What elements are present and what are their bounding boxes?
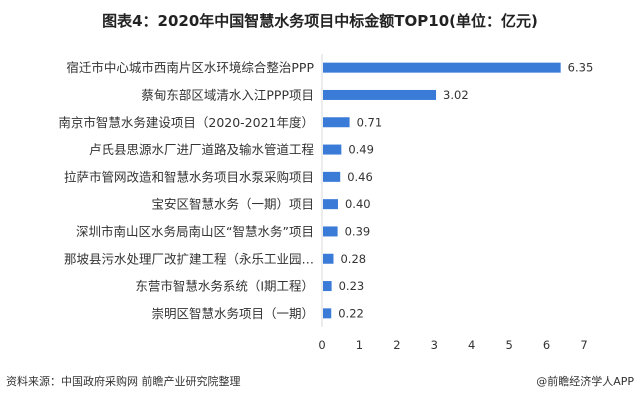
value-label: 6.35 <box>568 61 594 75</box>
value-label: 0.71 <box>357 115 383 129</box>
chart-title: 图表4：2020年中国智慧水务项目中标金额TOP10(单位：亿元) <box>102 12 538 30</box>
value-label: 0.23 <box>339 279 365 293</box>
bar <box>323 281 332 292</box>
value-label: 0.22 <box>338 306 364 320</box>
bar <box>323 199 338 210</box>
value-label: 0.40 <box>345 197 371 211</box>
value-label: 0.39 <box>345 224 371 238</box>
x-tick-label: 1 <box>356 338 363 352</box>
bar <box>323 226 338 237</box>
x-tick-label: 2 <box>393 338 400 352</box>
x-tick-label: 4 <box>468 338 475 352</box>
category-label: 东营市智慧水务系统（Ⅰ期工程） <box>135 279 314 294</box>
x-tick-label: 7 <box>580 338 587 352</box>
value-label: 3.02 <box>443 88 469 102</box>
value-label: 0.46 <box>347 170 373 184</box>
x-tick-label: 0 <box>318 338 325 352</box>
category-label: 宿迁市中心城市西南片区水环境综合整治PPP <box>66 60 314 75</box>
bar <box>323 253 334 264</box>
source-note: 资料来源：中国政府采购网 前瞻产业研究院整理 <box>6 375 241 388</box>
bar <box>323 62 561 73</box>
category-label: 深圳市南山区水务局南山区“智慧水务”项目 <box>76 224 314 239</box>
category-label: 崇明区智慧水务项目（一期） <box>151 306 314 321</box>
x-tick-label: 6 <box>543 338 550 352</box>
category-label: 拉萨市管网改造和智慧水务项目水泵采购项目 <box>64 169 314 184</box>
x-tick-label: 3 <box>431 338 438 352</box>
bar <box>323 117 350 128</box>
bar <box>323 171 341 182</box>
category-label: 蔡甸东部区域清水入江PPP项目 <box>141 87 314 102</box>
x-tick-label: 5 <box>505 338 512 352</box>
bar <box>323 308 332 319</box>
value-label: 0.28 <box>340 252 366 266</box>
category-label: 宝安区智慧水务（一期）项目 <box>151 197 314 212</box>
category-label: 南京市智慧水务建设项目（2020-2021年度） <box>58 115 314 130</box>
bar <box>323 89 437 100</box>
category-label: 那坡县污水处理厂改扩建工程（永乐工业园… <box>64 251 314 266</box>
category-label: 卢氏县思源水厂进厂道路及输水管道工程 <box>89 142 315 157</box>
bar <box>323 144 342 155</box>
value-label: 0.49 <box>348 143 374 157</box>
brand-credit: @前瞻经济学人APP <box>536 375 634 388</box>
